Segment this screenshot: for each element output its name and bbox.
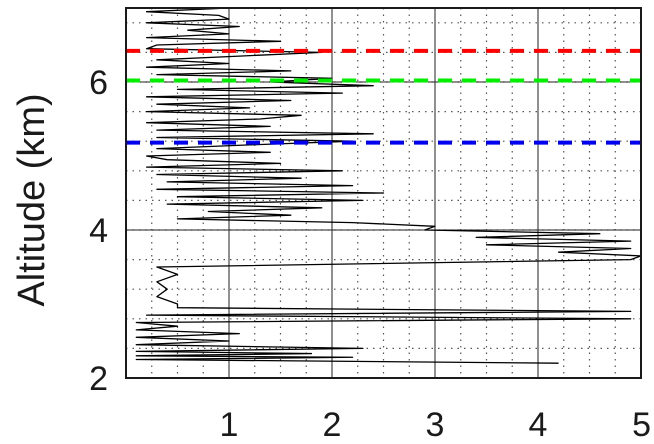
profile-line <box>136 8 641 363</box>
y-tick-label: 6 <box>89 64 108 102</box>
y-tick-label: 2 <box>89 360 108 398</box>
y-tick-labels: 2 4 6 <box>89 64 108 398</box>
x-tick-label: 3 <box>426 406 445 444</box>
profile-traces <box>136 8 641 363</box>
x-tick-labels: 1 2 3 4 5 <box>220 406 651 444</box>
x-tick-label: 2 <box>323 406 342 444</box>
y-tick-label: 4 <box>89 212 108 250</box>
x-tick-label: 5 <box>632 406 651 444</box>
x-tick-label: 4 <box>529 406 548 444</box>
y-axis-label: Altitude (km) <box>11 93 53 306</box>
x-tick-label: 1 <box>220 406 239 444</box>
